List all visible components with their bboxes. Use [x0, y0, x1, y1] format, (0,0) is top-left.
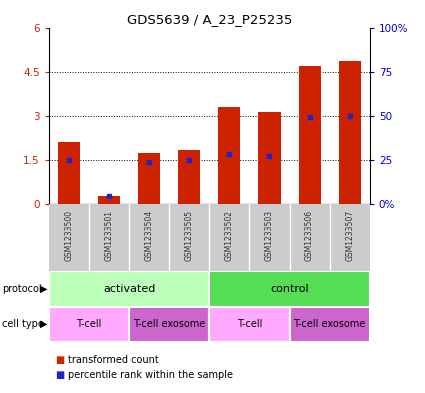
- Text: T-cell: T-cell: [237, 319, 262, 329]
- Text: GSM1233506: GSM1233506: [305, 210, 314, 261]
- Text: percentile rank within the sample: percentile rank within the sample: [68, 370, 233, 380]
- Bar: [58, 142, 80, 204]
- Bar: [258, 112, 280, 204]
- Text: T-cell exosome: T-cell exosome: [133, 319, 205, 329]
- Text: ■: ■: [55, 370, 65, 380]
- Bar: [129, 307, 209, 342]
- Text: GSM1233502: GSM1233502: [225, 210, 234, 261]
- Text: GSM1233507: GSM1233507: [345, 210, 354, 261]
- Bar: [218, 107, 241, 204]
- Text: GSM1233501: GSM1233501: [105, 210, 113, 261]
- Bar: [209, 271, 370, 307]
- Text: transformed count: transformed count: [68, 354, 159, 365]
- Bar: [339, 61, 361, 204]
- Text: cell type: cell type: [2, 319, 44, 329]
- Bar: [298, 66, 320, 204]
- Bar: [209, 307, 289, 342]
- Bar: [178, 150, 200, 204]
- Text: GSM1233503: GSM1233503: [265, 210, 274, 261]
- Text: ■: ■: [55, 354, 65, 365]
- Text: protocol: protocol: [2, 284, 42, 294]
- Text: T-cell exosome: T-cell exosome: [294, 319, 366, 329]
- Bar: [49, 307, 129, 342]
- Text: ▶: ▶: [40, 319, 48, 329]
- Text: GSM1233505: GSM1233505: [185, 210, 194, 261]
- Text: GSM1233500: GSM1233500: [65, 210, 74, 261]
- Bar: [49, 271, 209, 307]
- Text: control: control: [270, 284, 309, 294]
- Text: GSM1233504: GSM1233504: [144, 210, 154, 261]
- Bar: [289, 307, 370, 342]
- Bar: [98, 196, 120, 204]
- Bar: [138, 153, 160, 204]
- Text: T-cell: T-cell: [76, 319, 102, 329]
- Text: ▶: ▶: [40, 284, 48, 294]
- Text: activated: activated: [103, 284, 155, 294]
- Title: GDS5639 / A_23_P25235: GDS5639 / A_23_P25235: [127, 13, 292, 26]
